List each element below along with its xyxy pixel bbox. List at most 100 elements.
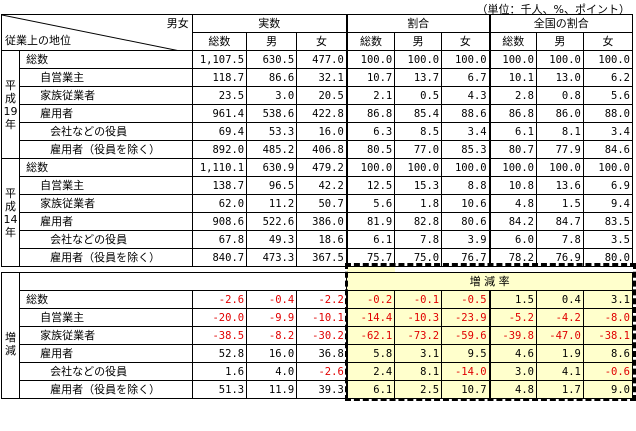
value-cell: 3.4	[582, 122, 634, 141]
value-cell: 138.7	[191, 176, 248, 195]
section-label-char: 平	[5, 78, 17, 92]
value-cell: -8.0	[582, 308, 634, 327]
value-cell: 6.1	[345, 380, 396, 399]
value-cell: 3.9	[441, 230, 491, 249]
value-cell: -62.1	[345, 326, 396, 345]
subheader-female: 女	[441, 32, 491, 51]
value-cell: 16.0	[246, 344, 298, 363]
subheader-female: 女	[582, 32, 634, 51]
value-cell: -10.1	[296, 308, 348, 327]
unit-note: （単位：千人、%、ポイント）	[476, 3, 630, 16]
group-header-actual: 実数	[191, 14, 348, 33]
value-cell: 961.4	[191, 104, 248, 123]
value-cell: 6.0	[488, 230, 537, 249]
value-cell: -8.2	[246, 326, 298, 345]
value-cell: 100.0	[441, 158, 491, 177]
corner-top-label: 男女	[166, 17, 189, 30]
value-cell: 3.5	[582, 230, 634, 249]
row-label: 家族従業者	[19, 194, 193, 213]
value-cell: -2.6	[191, 290, 248, 309]
value-cell: 1.5	[488, 290, 537, 309]
value-cell: -38.5	[191, 326, 248, 345]
table-row: 雇用者 52.8 16.0 36.8 5.8 3.1 9.5 4.6 1.9 8.6	[2, 344, 634, 363]
value-cell: 32.1	[296, 68, 348, 87]
value-cell: 2.8	[488, 86, 537, 105]
table-body: 男女 従業上の地位 実数 割合 全国の割合 総数 男 女 総数 男 女 総数 男…	[0, 14, 634, 399]
table-row: 家族従業者 -38.5 -8.2 -30.2 -62.1 -73.2 -59.6 -39.8-…	[2, 326, 634, 345]
subheader-female: 女	[296, 32, 348, 51]
value-cell: 422.8	[296, 104, 348, 123]
corner-header-cell: 男女 従業上の地位	[1, 14, 193, 51]
value-cell: -23.9	[441, 308, 491, 327]
value-cell: -0.6	[582, 362, 634, 381]
section-label-2: 増減	[0, 290, 21, 399]
section-label-char: 減	[5, 344, 17, 358]
table-row: 会社などの役員 67.8 49.3 18.6 6.1 7.8 3.9 6.0 7.8 3.5	[2, 230, 634, 249]
value-cell: 6.1	[345, 230, 396, 249]
value-cell: 50.7	[296, 194, 348, 213]
value-cell: 3.1	[582, 290, 634, 309]
value-cell: 2.1	[345, 86, 396, 105]
value-cell: -20.0	[191, 308, 248, 327]
value-cell: 4.0	[246, 362, 298, 381]
value-cell: 406.8	[296, 140, 348, 159]
value-cell: 75.7	[345, 248, 396, 267]
value-cell: 13.6	[535, 176, 584, 195]
value-cell: 477.0	[296, 50, 348, 69]
value-cell: -2.2	[296, 290, 348, 309]
value-cell: 77.9	[535, 140, 584, 159]
value-cell: 67.8	[191, 230, 248, 249]
value-cell: 367.5	[296, 248, 348, 267]
value-cell: 100.0	[582, 50, 634, 69]
value-cell: -4.2	[535, 308, 584, 327]
group-header-national: 全国の割合	[488, 14, 633, 33]
value-cell: 8.1	[394, 362, 443, 381]
section-label-char: 成	[5, 199, 17, 213]
value-cell: 84.2	[488, 212, 537, 231]
subheader-male: 男	[246, 32, 298, 51]
value-cell: 630.9	[246, 158, 298, 177]
value-cell: 6.7	[441, 68, 491, 87]
employment-status-table-wrapper: 男女 従業上の地位 実数 割合 全国の割合 総数 男 女 総数 男 女 総数 男…	[0, 14, 636, 401]
subheader-total: 総数	[488, 32, 537, 51]
value-cell: 9.5	[441, 344, 491, 363]
value-cell: 80.7	[488, 140, 537, 159]
value-cell: 892.0	[191, 140, 248, 159]
value-cell: -0.4	[246, 290, 298, 309]
value-cell: 5.6	[582, 86, 634, 105]
employment-status-table: 男女 従業上の地位 実数 割合 全国の割合 総数 男 女 総数 男 女 総数 男…	[0, 14, 634, 399]
value-cell: 96.5	[246, 176, 298, 195]
row-label: 総数	[19, 290, 193, 309]
value-cell: 10.7	[345, 68, 396, 87]
row-label: 総数	[19, 50, 193, 69]
value-cell: 80.6	[441, 212, 491, 231]
row-label: 会社などの役員	[19, 122, 193, 141]
table-row: 雇用者（役員を除く） 51.3 11.9 39.3 6.1 2.5 10.7 4.8 1.7 9.…	[2, 380, 634, 399]
value-cell: 4.3	[441, 86, 491, 105]
section-label-1: 平成 14 年	[0, 158, 21, 267]
section-label-char: 増	[5, 331, 17, 345]
row-label: 雇用者	[19, 344, 193, 363]
value-cell: 7.8	[394, 230, 443, 249]
value-cell: 76.7	[441, 248, 491, 267]
section-label-char: 平	[5, 186, 17, 200]
value-cell: 3.0	[246, 86, 298, 105]
value-cell: -9.9	[246, 308, 298, 327]
table-row: 平成 14 年総数 1,110.1 630.9 479.2 100.0 100.0 100.0 1…	[0, 158, 634, 267]
value-cell: 83.5	[582, 212, 634, 231]
value-cell: 100.0	[394, 158, 443, 177]
section-label-char: 19	[3, 104, 18, 118]
value-cell: 840.7	[191, 248, 248, 267]
value-cell: 1.6	[191, 362, 248, 381]
value-cell: 630.5	[246, 50, 298, 69]
row-label: 雇用者	[19, 104, 193, 123]
value-cell: 1,107.5	[191, 50, 248, 69]
value-cell: 36.8	[296, 344, 348, 363]
value-cell: 12.5	[345, 176, 396, 195]
value-cell: 78.2	[488, 248, 537, 267]
value-cell: 80.0	[582, 248, 634, 267]
value-cell: 11.9	[246, 380, 298, 399]
value-cell: 75.0	[394, 248, 443, 267]
value-cell: 908.6	[191, 212, 248, 231]
value-cell: 20.5	[296, 86, 348, 105]
